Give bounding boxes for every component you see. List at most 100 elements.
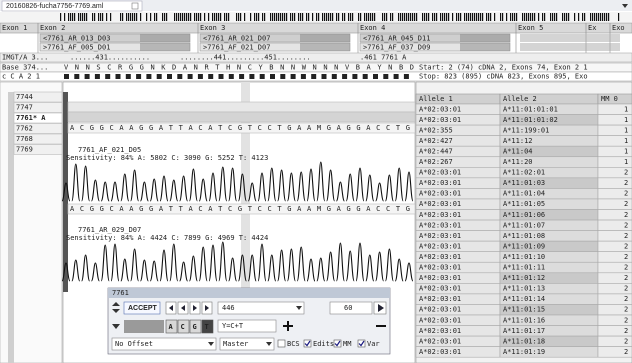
table-cell-text[interactable]: 2 <box>624 264 628 272</box>
quality-value[interactable]: 60 <box>344 304 352 312</box>
table-cell-text[interactable]: A*11:01:11 <box>503 264 545 272</box>
table-cell-text[interactable]: A*02:03:01 <box>419 190 461 198</box>
table-cell-text[interactable]: 1 <box>624 116 628 124</box>
table-cell-text[interactable]: 2 <box>624 200 628 208</box>
table-cell-text[interactable]: A*02:427 <box>419 137 453 145</box>
table-cell-text[interactable]: A*11:01:06 <box>503 211 545 219</box>
table-cell-text[interactable]: A*02:03:01 <box>419 221 461 229</box>
table-cell-text[interactable]: 2 <box>624 285 628 293</box>
table-cell-text[interactable]: 2 <box>624 348 628 356</box>
table-cell-text[interactable]: 2 <box>624 295 628 303</box>
table-cell-text[interactable]: A*02:03:01 <box>419 316 461 324</box>
table-cell-text[interactable]: A*02:03:01 <box>419 169 461 177</box>
table-cell-text[interactable]: A*11:01:17 <box>503 327 545 335</box>
table-cell-text[interactable]: A*11:01:01:02 <box>503 116 558 124</box>
ruler-bar <box>598 13 599 21</box>
table-cell-text[interactable]: A*11:01:14 <box>503 295 545 303</box>
table-cell-text[interactable]: A*02:03:01 <box>419 116 461 124</box>
sample-name[interactable]: 7761* A <box>16 114 46 122</box>
base-label[interactable]: G <box>193 323 197 331</box>
tab-close[interactable] <box>132 3 138 9</box>
base-label[interactable]: C <box>181 323 185 331</box>
checkbox-label[interactable]: BCS <box>287 340 300 348</box>
table-cell-text[interactable]: A*02:03:01 <box>419 327 461 335</box>
reference-value[interactable]: Master <box>223 340 248 348</box>
table-cell-text[interactable]: 2 <box>624 232 628 240</box>
table-cell-text[interactable]: A*11:01:15 <box>503 306 545 314</box>
table-cell-text[interactable]: 1 <box>624 126 628 134</box>
table-cell-text[interactable]: A*11:04 <box>503 147 533 155</box>
table-cell-text[interactable]: 2 <box>624 179 628 187</box>
offset-value[interactable]: No Offset <box>115 340 153 348</box>
table-cell-text[interactable]: A*11:20 <box>503 158 533 166</box>
table-cell-text[interactable]: 1 <box>624 158 628 166</box>
table-cell-text[interactable]: 2 <box>624 169 628 177</box>
table-cell-text[interactable]: A*11:01:08 <box>503 232 545 240</box>
table-cell-text[interactable]: 1 <box>624 147 628 155</box>
accept-label[interactable]: ACCEPT <box>128 305 158 312</box>
sample-name[interactable]: 7769 <box>16 146 33 154</box>
table-cell-text[interactable]: A*11:01:09 <box>503 242 545 250</box>
table-cell-text[interactable]: A*11:02:01 <box>503 169 545 177</box>
table-cell-text[interactable]: A*11:01:03 <box>503 179 545 187</box>
ruler-bar <box>156 13 157 21</box>
checkbox-label[interactable]: MM <box>343 340 351 348</box>
table-cell-text[interactable]: A*02:03:01 <box>419 179 461 187</box>
table-cell-text[interactable]: A*11:01:12 <box>503 274 545 282</box>
table-cell-text[interactable]: A*02:03:01 <box>419 200 461 208</box>
table-cell-text[interactable]: 1 <box>624 137 628 145</box>
table-cell-text[interactable]: A*11:01:07 <box>503 221 545 229</box>
table-cell-text[interactable]: A*02:447 <box>419 147 453 155</box>
table-cell-text[interactable]: A*02:267 <box>419 158 453 166</box>
table-cell-text[interactable]: A*02:03:01 <box>419 105 461 113</box>
sample-name[interactable]: 7747 <box>16 104 33 112</box>
table-cell-text[interactable]: A*02:03:01 <box>419 211 461 219</box>
table-header[interactable]: MM 0 <box>601 95 618 103</box>
sample-name[interactable]: 7762 <box>16 125 33 133</box>
sample-name[interactable]: 7768 <box>16 135 33 143</box>
table-cell-text[interactable]: 2 <box>624 327 628 335</box>
ambiguity-value[interactable]: Y=C+T <box>222 322 244 330</box>
codon-mark <box>157 74 162 79</box>
table-cell-text[interactable]: 1 <box>624 105 628 113</box>
table-cell-text[interactable]: A*02:03:01 <box>419 264 461 272</box>
table-header[interactable]: Allele 1 <box>419 95 453 103</box>
table-cell-text[interactable]: 2 <box>624 242 628 250</box>
table-cell-text[interactable]: 2 <box>624 274 628 282</box>
table-cell-text[interactable]: A*11:199:01 <box>503 126 549 134</box>
checkbox[interactable] <box>278 340 285 347</box>
table-cell-text[interactable]: A*11:01:19 <box>503 348 545 356</box>
table-cell-text[interactable]: 2 <box>624 190 628 198</box>
base-label[interactable]: T <box>205 323 209 331</box>
table-cell-text[interactable]: A*02:03:01 <box>419 337 461 345</box>
table-cell-text[interactable]: 2 <box>624 221 628 229</box>
table-cell-text[interactable]: A*11:01:05 <box>503 200 545 208</box>
table-cell-text[interactable]: 2 <box>624 211 628 219</box>
position-value[interactable]: 446 <box>222 304 235 312</box>
table-cell-text[interactable]: A*11:01:01:01 <box>503 105 558 113</box>
table-cell-text[interactable]: A*02:03:01 <box>419 274 461 282</box>
table-cell-text[interactable]: A*11:01:13 <box>503 285 545 293</box>
table-cell-text[interactable]: A*11:01:16 <box>503 316 545 324</box>
table-cell-text[interactable]: A*11:01:04 <box>503 190 545 198</box>
table-header[interactable]: Allele 2 <box>503 95 537 103</box>
table-cell-text[interactable]: A*02:03:01 <box>419 295 461 303</box>
table-cell-text[interactable]: A*02:03:01 <box>419 285 461 293</box>
checkbox-label[interactable]: Var <box>367 340 380 348</box>
table-cell-text[interactable]: 2 <box>624 253 628 261</box>
amplicon-shade <box>140 43 190 51</box>
table-cell-text[interactable]: A*02:03:01 <box>419 348 461 356</box>
table-cell-text[interactable]: A*02:03:01 <box>419 306 461 314</box>
table-cell-text[interactable]: A*11:12 <box>503 137 533 145</box>
table-cell-text[interactable]: A*02:03:01 <box>419 253 461 261</box>
table-cell-text[interactable]: A*11:01:10 <box>503 253 545 261</box>
table-cell-text[interactable]: A*02:355 <box>419 126 453 134</box>
table-cell-text[interactable]: 2 <box>624 306 628 314</box>
table-cell-text[interactable]: 2 <box>624 316 628 324</box>
table-cell-text[interactable]: 2 <box>624 337 628 345</box>
table-cell-text[interactable]: A*02:03:01 <box>419 242 461 250</box>
table-cell-text[interactable]: A*02:03:01 <box>419 232 461 240</box>
sample-name[interactable]: 7744 <box>16 93 33 101</box>
checkbox-label[interactable]: Edits <box>313 340 334 348</box>
table-cell-text[interactable]: A*11:01:18 <box>503 337 545 345</box>
